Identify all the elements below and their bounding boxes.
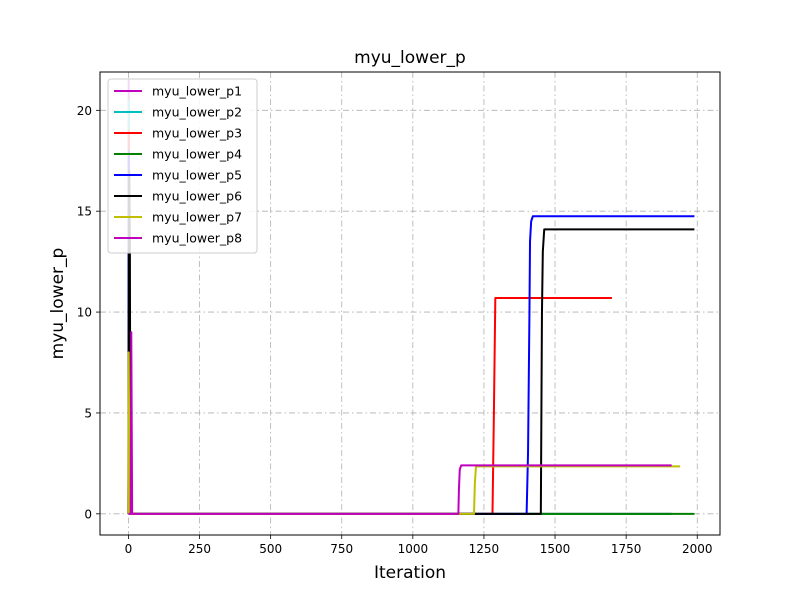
y-tick-label: 15 xyxy=(77,205,92,219)
x-axis-label: Iteration xyxy=(374,563,446,583)
series-line-8 xyxy=(128,331,672,515)
x-tick-label: 2000 xyxy=(682,542,713,556)
legend-label: myu_lower_p1 xyxy=(152,84,242,99)
legend-label: myu_lower_p4 xyxy=(152,147,242,162)
x-tick-label: 1000 xyxy=(398,542,429,556)
x-tick-label: 1500 xyxy=(540,542,571,556)
x-tick-label: 1750 xyxy=(611,542,642,556)
y-tick-label: 20 xyxy=(77,104,92,118)
legend-label: myu_lower_p3 xyxy=(152,126,242,141)
series-line-7 xyxy=(127,351,681,515)
legend-box xyxy=(107,78,258,254)
legend-label: myu_lower_p7 xyxy=(152,210,242,225)
legend-label: myu_lower_p8 xyxy=(152,231,242,246)
x-tick-label: 500 xyxy=(259,542,282,556)
chart-title: myu_lower_p xyxy=(354,48,466,68)
y-axis-label: myu_lower_p xyxy=(48,248,68,360)
x-tick-label: 750 xyxy=(330,542,353,556)
y-tick-label: 5 xyxy=(84,406,92,420)
x-tick-label: 0 xyxy=(125,542,133,556)
x-tick-label: 250 xyxy=(188,542,211,556)
y-tick-label: 10 xyxy=(77,306,92,320)
legend-label: myu_lower_p6 xyxy=(152,189,242,204)
axis-ticks: 0 250 500 750 1000 1250 1500 1750 2000 0 5 10 15 20 xyxy=(77,104,713,556)
y-tick-label: 0 xyxy=(84,507,92,521)
x-tick-label: 1250 xyxy=(469,542,500,556)
legend: myu_lower_p1 myu_lower_p2 myu_lower_p3 myu_… xyxy=(107,78,258,254)
legend-label: myu_lower_p5 xyxy=(152,168,242,183)
legend-label: myu_lower_p2 xyxy=(152,105,242,120)
plot-frame xyxy=(99,71,721,536)
